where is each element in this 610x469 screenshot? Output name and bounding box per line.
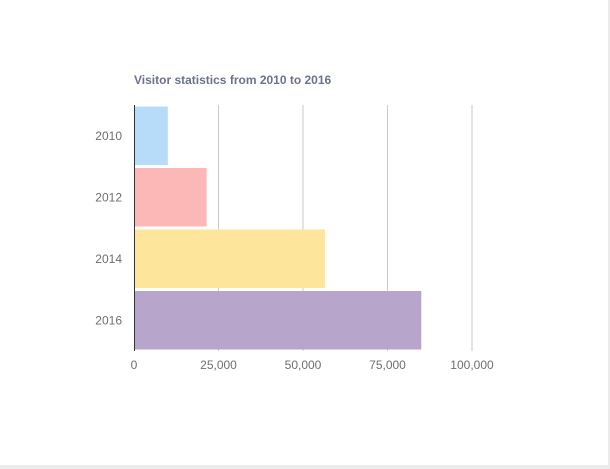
- x-tick-label: 25,000: [200, 358, 237, 372]
- y-tick-label: 2016: [95, 313, 122, 327]
- bar-2014: [134, 229, 325, 288]
- x-tick-label: 0: [131, 358, 138, 372]
- y-tick-label: 2010: [95, 129, 122, 143]
- chart-title: Visitor statistics from 2010 to 2016: [134, 73, 332, 87]
- y-tick-label: 2014: [95, 252, 122, 266]
- y-tick-label: 2012: [95, 190, 122, 204]
- x-tick-label: 100,000: [450, 358, 494, 372]
- bar-2010: [134, 106, 168, 165]
- x-tick-label: 75,000: [369, 358, 406, 372]
- bar-2012: [134, 168, 207, 227]
- x-tick-label: 50,000: [285, 358, 322, 372]
- bar-2016: [134, 291, 422, 350]
